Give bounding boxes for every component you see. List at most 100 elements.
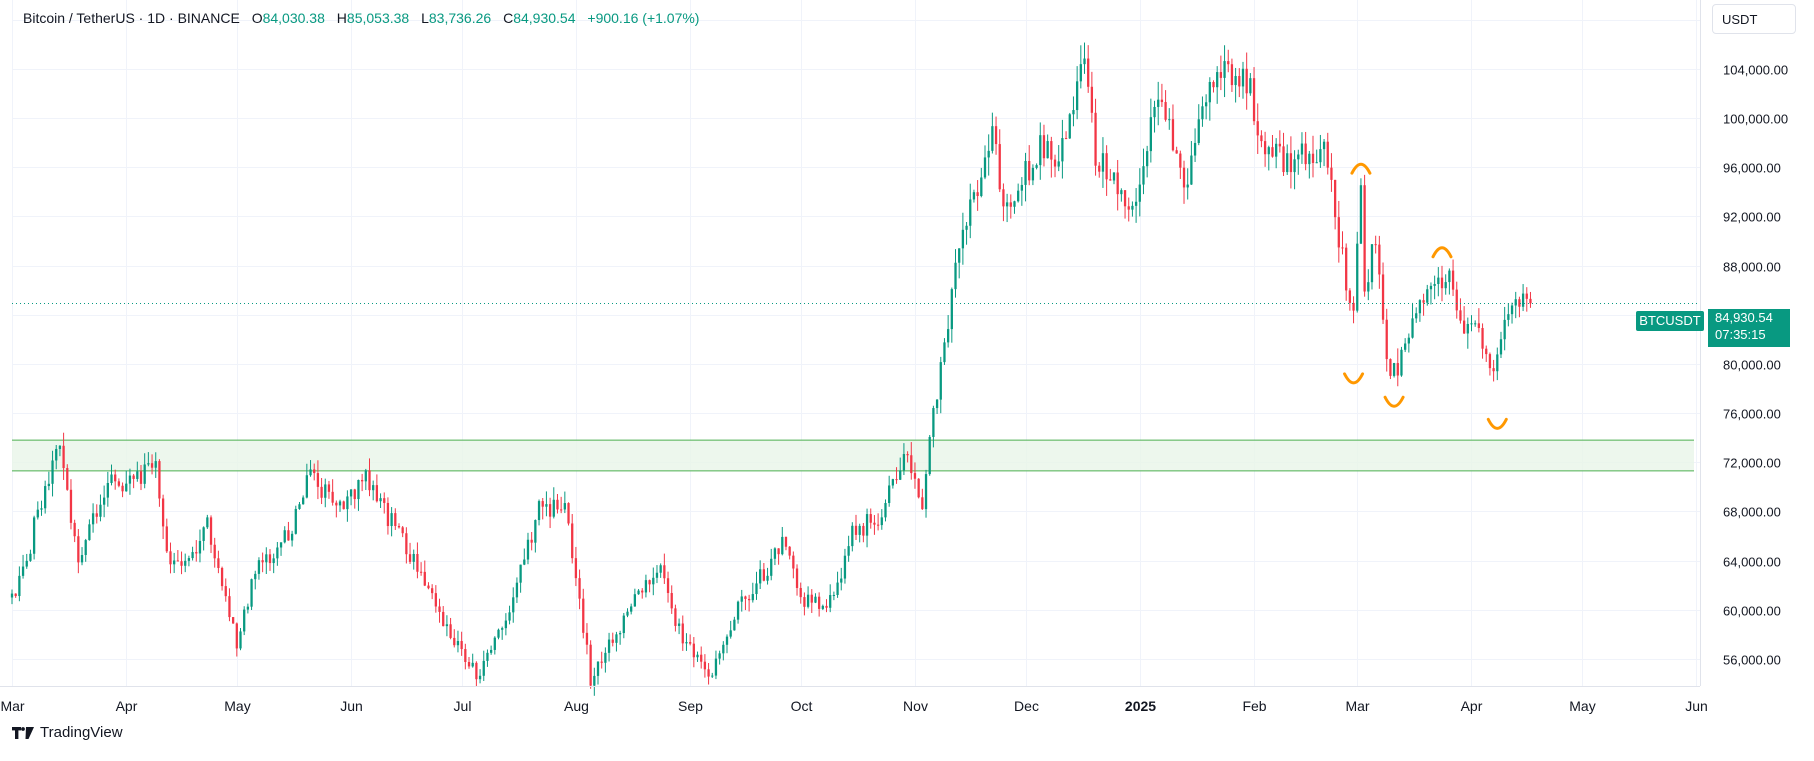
candle-up [593,675,596,686]
candle-up [257,560,261,574]
candle-down [1109,179,1112,181]
close-value: 84,930.54 [513,10,576,26]
time-tick-label: Nov [903,698,928,714]
candle-down [1455,289,1458,311]
candle-up [655,572,659,578]
candle-up [1514,299,1517,306]
candle-up [1039,135,1042,166]
candle-up [1061,138,1064,162]
candle-down [1245,68,1248,94]
candle-up [372,485,375,491]
candle-down [1485,348,1488,355]
candle-down [784,536,788,547]
bar-countdown: 07:35:15 [1715,327,1766,342]
candle-down [700,654,703,662]
candle-down [1252,78,1256,122]
candle-up [626,611,629,616]
candle-down [209,517,213,545]
candle-up [696,654,699,658]
candle-up [1079,64,1082,82]
symbol-title[interactable]: Bitcoin / TetherUS · 1D · BINANCE [23,10,240,26]
time-tick-label: Dec [1014,698,1039,714]
candle-down [692,643,695,658]
candle-up [276,547,279,559]
candle-up [729,630,732,637]
candle-up [136,471,139,479]
candle-up [106,482,109,498]
price-tick-label: 76,000.00 [1723,407,1781,422]
candle-up [1267,147,1270,155]
candle-up [290,533,294,541]
candle-up [840,578,843,583]
candle-down [1289,153,1293,173]
candles [10,42,1532,696]
candle-down [574,558,578,579]
candle-down [180,561,183,566]
change-value: +900.16 (+1.07%) [587,10,700,26]
candle-up [198,540,202,554]
candle-up [191,552,194,559]
candle-down [906,454,909,456]
candle-up [1510,305,1514,315]
candle-up [32,517,36,554]
candle-down [220,567,224,587]
candle-down [1009,202,1012,207]
candle-up [1249,78,1252,94]
candle-up [770,558,773,576]
candle-up [880,517,883,526]
candle-up [1319,149,1322,163]
candle-down [994,126,998,145]
candle-up [615,634,618,643]
price-tick-label: 64,000.00 [1723,555,1781,570]
candle-up [523,559,526,565]
candle-down [1459,310,1462,321]
candle-down [416,553,419,572]
annotation-arc [1343,372,1365,385]
candle-up [357,479,360,500]
currency-unit-button[interactable]: USDT [1712,4,1796,34]
brand-name: TradingView [40,724,123,741]
time-tick-label: Feb [1242,698,1266,714]
candle-down [224,586,227,597]
candle-up [928,436,931,475]
candle-up [21,566,25,576]
candle-up [939,362,942,400]
candle-up [545,504,548,507]
candle-up [44,486,47,509]
candle-up [1315,162,1318,164]
candle-down [66,468,69,490]
candle-down [1488,354,1492,369]
candle-down [158,461,161,499]
candle-up [1322,141,1326,150]
candle-up [254,573,257,580]
candle-down [1160,99,1164,103]
candle-up [1448,270,1451,283]
candle-up [972,192,976,200]
candle-up [364,470,367,482]
candle-down [1341,247,1344,249]
candle-up [40,508,43,510]
candle-up [563,503,566,510]
candle-up [298,504,301,509]
candle-up [110,474,113,483]
candle-up [1275,143,1278,157]
candle-down [648,580,651,585]
candle-up [954,262,957,290]
candle-up [781,536,784,555]
candle-up [1496,354,1499,372]
candle-up [806,594,810,607]
candle-down [1396,363,1399,376]
candle-down [313,469,316,474]
candle-up [412,553,415,562]
candle-up [1157,99,1160,107]
candle-down [427,585,430,589]
candle-up [637,590,640,595]
candle-up [91,513,95,525]
tradingview-logo[interactable]: TradingView [12,724,123,741]
candle-down [792,555,795,569]
candle-up [832,594,836,596]
time-tick-label: Apr [1461,698,1483,714]
candle-up [501,628,504,630]
